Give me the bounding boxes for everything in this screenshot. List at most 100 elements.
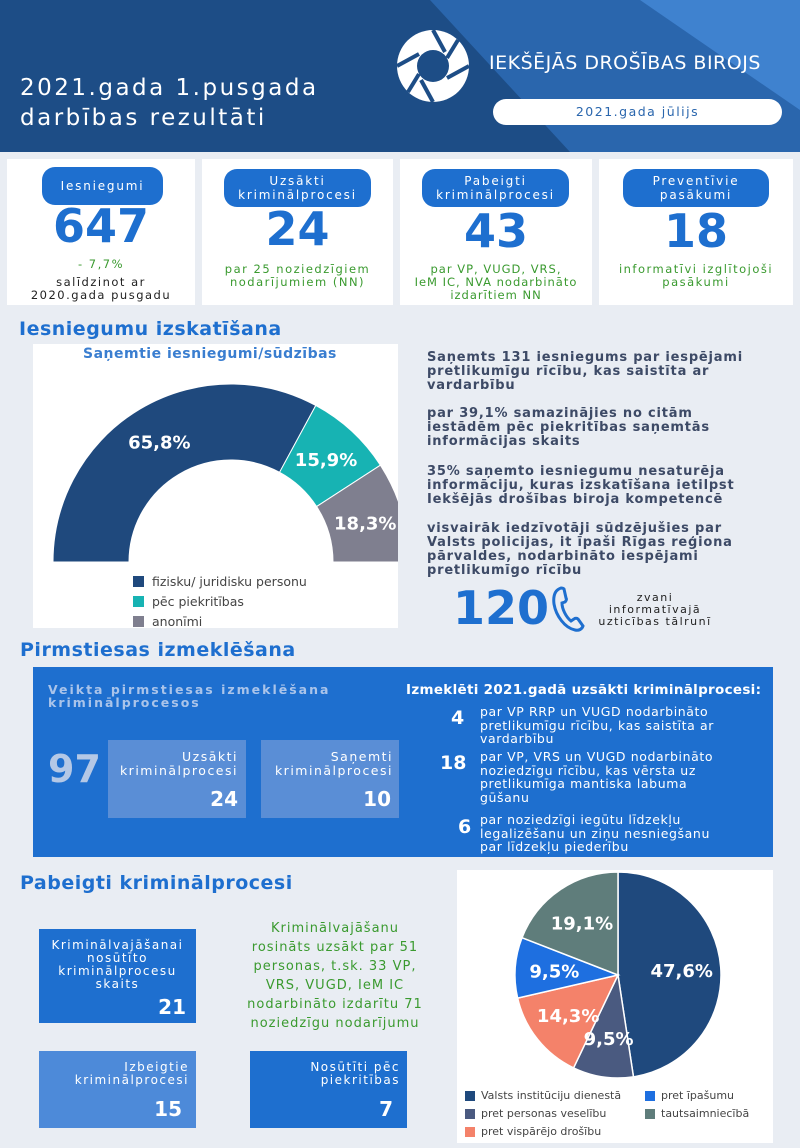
item-text: par noziedzīgi iegūtu līdzekļu legalizēša… [480, 812, 710, 854]
section-title-completed: Pabeigti kriminālprocesi [20, 872, 293, 894]
card-sub: par VP, VUGD, VRS, [430, 262, 562, 276]
card-sub: par 25 noziedzīgiem [224, 262, 371, 276]
card-value: 647 [52, 199, 150, 253]
pie-slice [617, 871, 722, 1078]
note-paragraph: 35% saņemto iesniegumu nesaturēja informā… [427, 464, 735, 507]
card-preventive: Preventīvie pasākumi 18 informatīvi izglī… [599, 159, 793, 305]
box-label: Nosūtīti pēc piekritības [310, 1060, 400, 1087]
investigation-total: 97 [48, 747, 101, 791]
box-label: Kriminālvajāšanai nosūtīto kriminālprocesu… [51, 938, 184, 991]
legend-swatch [133, 575, 144, 587]
panel-left-title: Veikta pirmstiesas izmeklēšana kriminālp… [48, 682, 331, 710]
legend-label: pret vispārējo drošību [481, 1125, 602, 1138]
note-paragraph: Saņemts 131 iesniegums par iespējami pret… [427, 350, 743, 393]
pie-chart: 47,6%9,5%14,3%9,5%19,1% [514, 871, 722, 1079]
legend-swatch [133, 595, 144, 607]
box-value: 15 [154, 1097, 182, 1121]
donut-slice [315, 464, 398, 563]
chart-legend: fizisku/ juridisku personu pēc piekritīb… [133, 571, 307, 631]
prosecution-box: Kriminālvajāšanai nosūtīto kriminālprocesu… [39, 929, 196, 1023]
slice-label: 15,9% [295, 450, 357, 471]
card-value: 18 [663, 204, 728, 258]
note-paragraph: visvairāk iedzīvotāji sūdzējušies par Val… [427, 521, 733, 578]
card-sub: IeM IC, NVA nodarbināto [414, 275, 578, 289]
investigation-panel: Veikta pirmstiesas izmeklēšana kriminālp… [33, 667, 773, 857]
legend-item: Valsts institūciju dienestā [465, 1089, 621, 1102]
slice-label: 18,3% [334, 513, 396, 534]
slice-label: 9,5% [529, 961, 579, 982]
box-value: 10 [363, 787, 391, 811]
slice-label: 19,1% [551, 913, 613, 934]
chart-title: Saņemtie iesniegumi/sūdzības [83, 346, 337, 362]
slice-label: 14,3% [537, 1006, 599, 1027]
forwarded-cases-box: Nosūtīti pēc piekritības 7 [250, 1051, 407, 1128]
box-label: Uzsākti kriminālprocesi [119, 749, 238, 778]
item-number: 6 [458, 816, 472, 838]
half-donut-chart: 65,8% 15,9% 18,3% [52, 383, 398, 563]
submissions-chart: Saņemtie iesniegumi/sūdzības 65,8% 15,9% 1… [33, 344, 398, 631]
header-banner [0, 0, 800, 152]
card-sub: 2020.gada pusgadu [30, 288, 172, 302]
completed-cases-chart: 47,6% 9,5% 14,3% 9,5% 19,1% Valsts institūci… [457, 870, 773, 1143]
box-label: Izbeigtie kriminālprocesi [74, 1060, 189, 1087]
org-logo-icon [396, 29, 470, 103]
legend-label: Valsts institūciju dienestā [481, 1089, 622, 1102]
calls-count: 120 [453, 581, 550, 635]
card-sub: informatīvi izglītojoši [618, 262, 774, 276]
legend-swatch [465, 1108, 475, 1119]
legend-item: pēc piekritības [133, 591, 307, 611]
legend-swatch [645, 1090, 655, 1101]
received-cases-box: Saņemti kriminālprocesi 10 [261, 740, 399, 818]
legend-swatch [465, 1126, 475, 1137]
card-sub: pasākumi [662, 275, 730, 289]
pie-slice [521, 871, 619, 977]
pie-slice [516, 973, 620, 1069]
card-label: Iesniegumi [42, 167, 163, 205]
card-change: - 7,7% [77, 257, 125, 271]
card-sub: nodarījumiem (NN) [229, 275, 366, 289]
legend-item: anonīmi [133, 611, 307, 631]
card-sub: salīdzinot ar [56, 275, 146, 289]
box-label: Saņemti kriminālprocesi [274, 749, 393, 778]
submission-notes: Saņemts 131 iesniegums par iespējami pret… [427, 351, 787, 578]
legend-label: fizisku/ juridisku personu [152, 573, 307, 589]
legend-label: pret personas veselību [481, 1107, 607, 1120]
section-title-investigation: Pirmstiesas izmeklēšana [20, 639, 296, 661]
legend-item: tautsaimniecībā [645, 1107, 749, 1120]
org-name: IEKŠĒJĀS DROŠĪBAS BIROJS [489, 52, 761, 74]
panel-right-title: Izmeklēti 2021.gadā uzsākti kriminālproc… [406, 682, 762, 698]
legend-swatch [133, 615, 144, 627]
box-value: 7 [379, 1097, 393, 1121]
prosecution-note: Kriminālvajāšanu rosināts uzsākt par 51 … [247, 921, 423, 1031]
item-text: par VP RRP un VUGD nodarbināto pretlikumī… [480, 704, 714, 746]
report-date: 2021.gada jūlijs [493, 99, 782, 125]
legend-swatch [465, 1090, 475, 1101]
box-value: 21 [158, 995, 186, 1019]
phone-icon [552, 586, 585, 632]
card-label: Pabeigti kriminālprocesi [422, 169, 569, 207]
legend-label: pēc piekritības [152, 593, 244, 609]
section-title-submissions: Iesniegumu izskatīšana [19, 318, 282, 340]
card-label: Preventīvie pasākumi [623, 169, 769, 207]
item-number: 4 [451, 707, 465, 729]
title-line-1: 2021.gada 1.pusgada [20, 75, 319, 101]
legend-label: pret īpašumu [661, 1089, 735, 1102]
item-number: 18 [440, 752, 467, 774]
card-value: 43 [463, 204, 528, 258]
box-value: 24 [210, 787, 238, 811]
card-completed-cases: Pabeigti kriminālprocesi 43 par VP, VUGD,… [400, 159, 592, 305]
calls-description: zvani informatīvajā uzticības tālrunī [598, 591, 712, 628]
legend-item: pret vispārējo drošību [465, 1125, 601, 1138]
card-value: 24 [265, 202, 330, 256]
terminated-cases-box: Izbeigtie kriminālprocesi 15 [39, 1051, 196, 1128]
card-label: Uzsākti kriminālprocesi [224, 169, 371, 207]
card-submissions: Iesniegumi 647 - 7,7% salīdzinot ar 2020… [7, 159, 195, 305]
started-cases-box: Uzsākti kriminālprocesi 24 [108, 740, 246, 818]
legend-swatch [645, 1108, 655, 1119]
legend-label: anonīmi [152, 613, 203, 629]
legend-item: pret īpašumu [645, 1089, 734, 1102]
card-sub: izdarītiem NN [450, 288, 542, 302]
card-started-cases: Uzsākti kriminālprocesi 24 par 25 noziedz… [202, 159, 393, 305]
slice-label: 65,8% [128, 433, 190, 454]
slice-label: 47,6% [650, 961, 712, 982]
